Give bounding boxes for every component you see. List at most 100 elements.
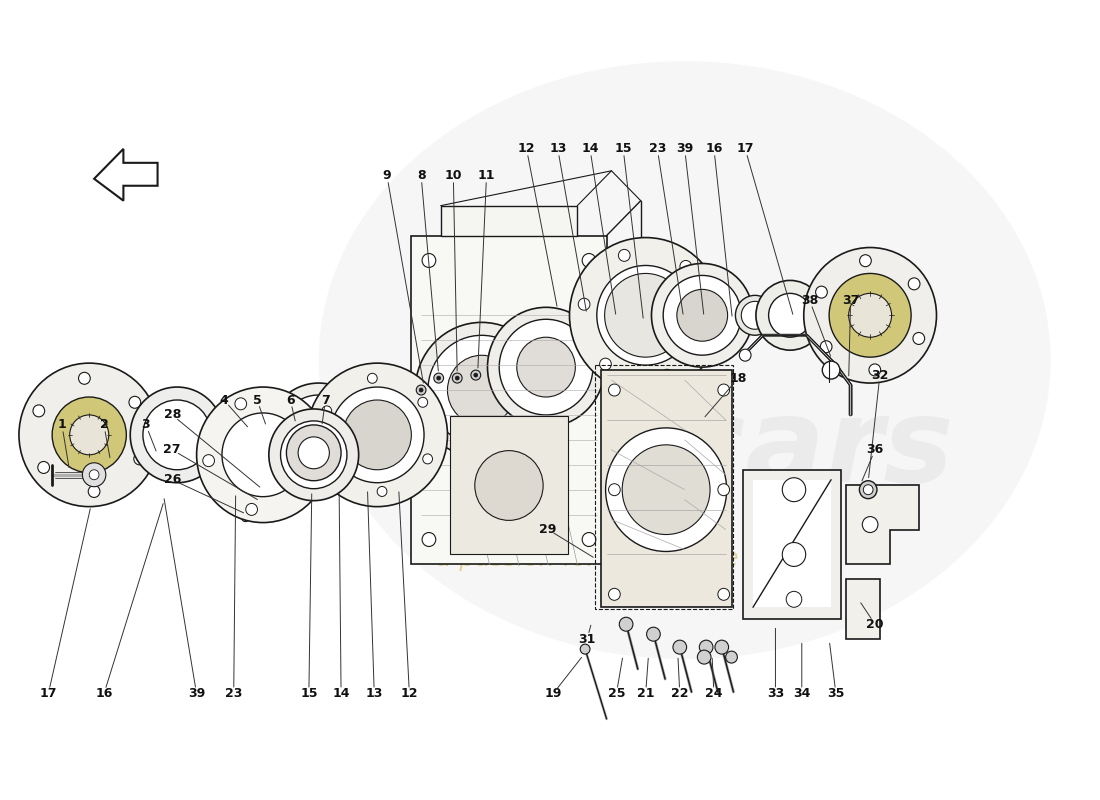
Circle shape xyxy=(367,374,377,383)
Circle shape xyxy=(608,588,620,600)
Circle shape xyxy=(428,335,536,445)
Circle shape xyxy=(849,294,892,338)
Text: 39: 39 xyxy=(188,687,206,701)
Text: 12: 12 xyxy=(400,687,418,701)
Text: 36: 36 xyxy=(867,443,883,456)
Text: 14: 14 xyxy=(332,687,350,701)
Circle shape xyxy=(222,413,304,497)
Text: 23: 23 xyxy=(226,687,242,701)
Circle shape xyxy=(600,358,612,370)
Text: 39: 39 xyxy=(676,142,693,155)
Circle shape xyxy=(619,618,632,631)
Circle shape xyxy=(78,372,90,384)
Polygon shape xyxy=(601,370,732,607)
Text: 38: 38 xyxy=(801,294,818,307)
Circle shape xyxy=(821,341,832,353)
Circle shape xyxy=(582,533,596,546)
Circle shape xyxy=(815,286,827,298)
Circle shape xyxy=(676,290,727,342)
Text: 20: 20 xyxy=(867,618,883,630)
Circle shape xyxy=(862,517,878,533)
Circle shape xyxy=(605,274,686,357)
Text: 15: 15 xyxy=(615,142,631,155)
Circle shape xyxy=(293,433,336,477)
Circle shape xyxy=(377,486,387,497)
Circle shape xyxy=(661,370,673,382)
Circle shape xyxy=(89,470,99,480)
Circle shape xyxy=(129,396,141,408)
Text: a passion for excellence: a passion for excellence xyxy=(436,547,738,571)
Circle shape xyxy=(327,462,337,473)
Circle shape xyxy=(418,398,428,407)
Circle shape xyxy=(913,333,925,345)
Text: 7: 7 xyxy=(321,394,330,406)
Circle shape xyxy=(416,385,426,395)
Circle shape xyxy=(422,254,436,267)
Text: 17: 17 xyxy=(736,142,754,155)
Text: 21: 21 xyxy=(637,687,654,701)
Polygon shape xyxy=(450,417,568,554)
Circle shape xyxy=(422,533,436,546)
Circle shape xyxy=(718,588,729,600)
Circle shape xyxy=(448,355,516,425)
Circle shape xyxy=(651,263,754,367)
Text: 16: 16 xyxy=(96,687,112,701)
Circle shape xyxy=(88,486,100,498)
Text: 28: 28 xyxy=(164,409,180,422)
Text: 3: 3 xyxy=(142,418,151,431)
Polygon shape xyxy=(846,485,918,565)
Circle shape xyxy=(487,307,605,427)
Circle shape xyxy=(455,376,459,380)
Text: 4: 4 xyxy=(220,394,229,406)
Circle shape xyxy=(608,384,620,396)
Circle shape xyxy=(718,484,729,496)
Circle shape xyxy=(782,542,805,566)
Text: 19: 19 xyxy=(544,687,562,701)
Circle shape xyxy=(69,415,109,455)
Circle shape xyxy=(280,421,346,489)
Circle shape xyxy=(697,650,711,664)
Polygon shape xyxy=(744,470,840,619)
Circle shape xyxy=(804,247,936,383)
Circle shape xyxy=(623,445,710,534)
Circle shape xyxy=(419,388,424,392)
Text: 14: 14 xyxy=(581,142,598,155)
Text: 35: 35 xyxy=(827,687,845,701)
Text: 11: 11 xyxy=(477,170,495,182)
Circle shape xyxy=(52,397,127,473)
Circle shape xyxy=(869,364,881,376)
Polygon shape xyxy=(411,235,606,565)
Text: 26: 26 xyxy=(164,474,180,486)
Text: 10: 10 xyxy=(444,170,462,182)
Circle shape xyxy=(606,428,727,551)
Circle shape xyxy=(235,398,246,410)
Circle shape xyxy=(700,640,713,654)
Circle shape xyxy=(305,477,316,489)
Circle shape xyxy=(322,406,331,416)
Text: 1: 1 xyxy=(57,418,66,431)
Circle shape xyxy=(618,250,630,262)
Text: 12: 12 xyxy=(518,142,536,155)
Circle shape xyxy=(769,294,812,338)
Circle shape xyxy=(433,373,443,383)
Circle shape xyxy=(475,450,543,520)
Circle shape xyxy=(608,484,620,496)
Circle shape xyxy=(33,405,45,417)
Circle shape xyxy=(298,437,329,469)
Circle shape xyxy=(268,409,359,501)
Text: 13: 13 xyxy=(549,142,566,155)
Circle shape xyxy=(82,462,106,486)
Text: 22: 22 xyxy=(671,687,689,701)
Circle shape xyxy=(579,298,590,310)
Circle shape xyxy=(570,238,722,393)
Circle shape xyxy=(197,387,329,522)
Text: 34: 34 xyxy=(793,687,811,701)
Circle shape xyxy=(286,425,341,481)
Circle shape xyxy=(823,361,840,379)
Text: 18: 18 xyxy=(729,371,747,385)
Circle shape xyxy=(239,403,301,466)
Circle shape xyxy=(134,453,145,465)
Circle shape xyxy=(143,400,211,470)
Circle shape xyxy=(756,281,824,350)
Circle shape xyxy=(859,254,871,266)
